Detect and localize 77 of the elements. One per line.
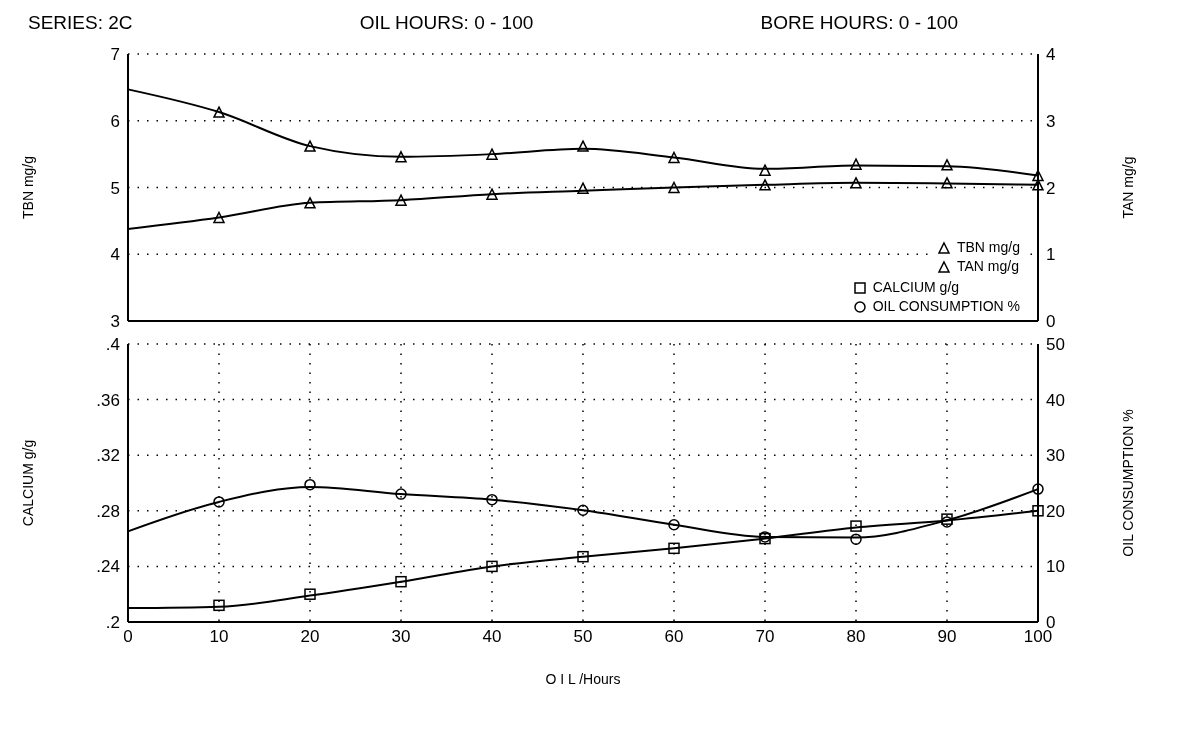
point (486, 148, 498, 160)
point (668, 542, 680, 555)
point (1032, 505, 1044, 517)
y2-tick-label: 2 (1046, 178, 1056, 198)
point (850, 177, 862, 189)
x-tick-label: 80 (846, 627, 866, 647)
point (668, 518, 680, 531)
point (395, 151, 407, 163)
legend-label: TBN mg/g (956, 238, 1020, 257)
point (395, 488, 407, 500)
y-tick-label: .32 (96, 446, 120, 466)
legend-label: OIL CONSUMPTION % (872, 297, 1020, 316)
chart-title: SERIES: 2C (28, 12, 133, 34)
point (486, 188, 498, 200)
x-tick-label: 60 (664, 627, 684, 647)
y-tick-label: 5 (110, 178, 120, 198)
point (577, 140, 589, 152)
point (304, 478, 316, 491)
x-tick-label: 40 (482, 627, 502, 647)
point (941, 159, 953, 171)
y-axis-title: CALCIUM g/g (19, 439, 36, 527)
point (577, 550, 589, 563)
y2-axis-title: TAN mg/g (1119, 156, 1136, 219)
point (759, 164, 771, 176)
y2-axis-title: OIL CONSUMPTION % (1119, 409, 1136, 557)
y2-tick-label: 0 (1046, 312, 1056, 332)
point (213, 211, 225, 224)
point (941, 177, 953, 189)
y2-tick-label: 50 (1046, 335, 1065, 355)
point (213, 106, 225, 118)
x-axis-title: O I L /Hours (545, 671, 621, 687)
y-tick-label: .2 (105, 613, 120, 633)
point (395, 575, 407, 588)
x-tick-label: 90 (937, 627, 957, 647)
point (850, 158, 862, 170)
text: OIL HOURS: 0 - 100 (359, 12, 534, 34)
point (213, 496, 225, 508)
point (850, 533, 862, 545)
legend-label: TAN mg/g (956, 257, 1019, 276)
x-tick-label: 20 (300, 627, 320, 647)
point (304, 197, 316, 209)
point (1032, 483, 1044, 495)
y-tick-label: .28 (96, 501, 120, 521)
point (668, 181, 680, 194)
point (304, 140, 316, 152)
point (486, 493, 498, 506)
point (486, 560, 498, 573)
point (213, 599, 225, 612)
point (395, 194, 407, 206)
y2-tick-label: 20 (1046, 501, 1065, 521)
x-tick-label: 10 (209, 627, 229, 647)
point (850, 520, 862, 532)
y2-tick-label: 3 (1046, 111, 1056, 131)
point (668, 151, 680, 164)
y-tick-label: .4 (105, 335, 120, 355)
legend-label: CALCIUM g/g (872, 278, 960, 297)
text: BORE HOURS: 0 - 100 (760, 12, 958, 34)
y2-tick-label: 10 (1046, 557, 1065, 577)
y-tick-label: 3 (110, 312, 120, 332)
point (577, 182, 589, 194)
y-axis-title: TBN mg/g (19, 155, 36, 220)
y-tick-label: .24 (96, 557, 120, 577)
y2-tick-label: 30 (1046, 446, 1065, 466)
y-tick-label: .36 (96, 390, 120, 410)
y-tick-label: 6 (110, 111, 120, 131)
y2-tick-label: 1 (1046, 245, 1056, 265)
y-tick-label: 4 (110, 245, 120, 265)
x-tick-label: 70 (755, 627, 775, 647)
point (304, 588, 316, 600)
x-tick-label: 30 (391, 627, 411, 647)
x-tick-label: 0 (123, 627, 133, 647)
y-tick-label: 7 (110, 45, 120, 65)
y2-tick-label: 4 (1046, 45, 1056, 65)
x-tick-label: 50 (573, 627, 593, 647)
point (577, 504, 589, 516)
point (759, 179, 771, 191)
y2-tick-label: 40 (1046, 390, 1065, 410)
